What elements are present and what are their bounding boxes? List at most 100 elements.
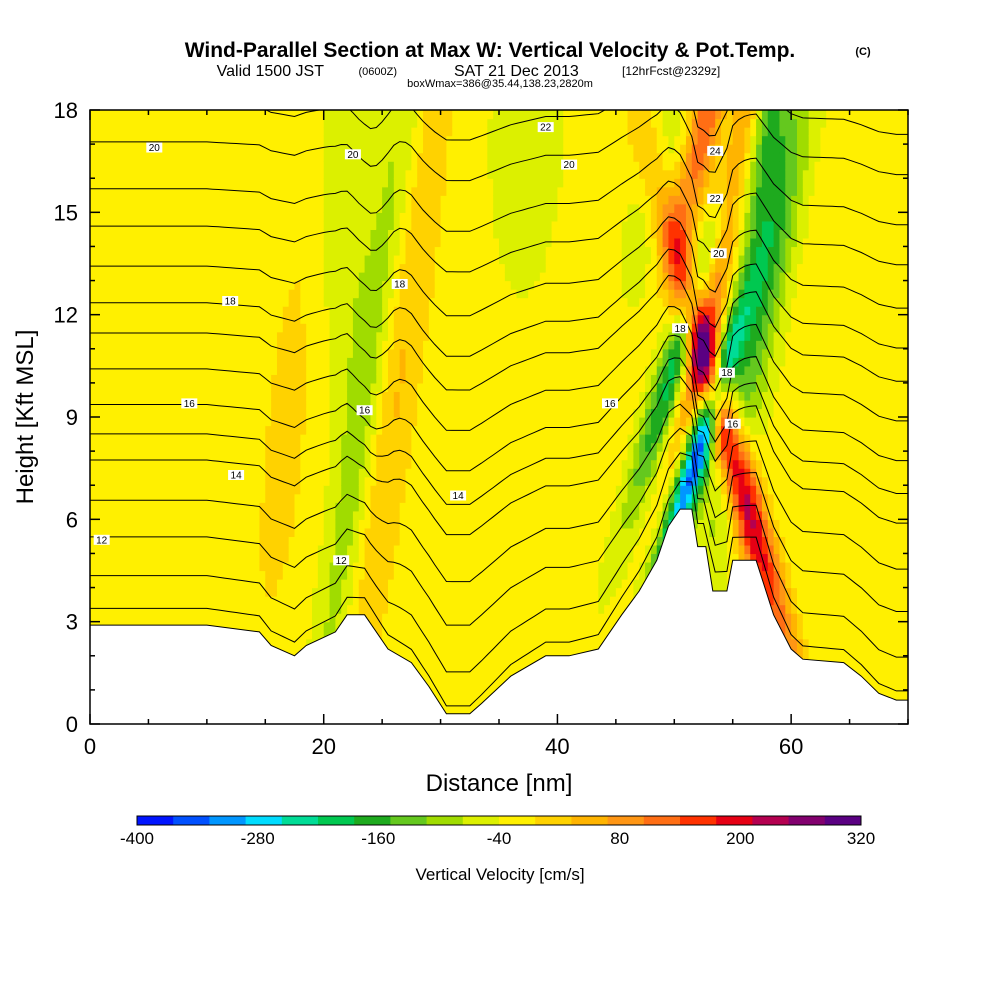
field-cell — [119, 561, 126, 572]
field-cell — [352, 340, 360, 350]
field-cell — [201, 323, 208, 333]
field-cell — [458, 186, 465, 196]
field-cell — [487, 331, 494, 341]
field-cell — [423, 110, 430, 120]
field-cell — [294, 553, 301, 563]
field-cell — [218, 144, 225, 154]
field-cell — [446, 118, 453, 128]
field-cell — [201, 186, 208, 196]
field-cell — [107, 323, 114, 333]
field-cell — [417, 579, 424, 589]
field-cell — [259, 425, 266, 435]
field-cell — [323, 442, 331, 452]
field-cell — [130, 340, 138, 350]
field-cell — [300, 263, 307, 273]
field-cell — [259, 144, 266, 154]
field-cell — [136, 314, 144, 324]
field-cell — [171, 178, 179, 188]
field-cell — [130, 169, 138, 179]
field-cell — [276, 544, 284, 555]
field-cell — [423, 272, 430, 282]
field-cell — [241, 468, 249, 478]
field-cell — [206, 127, 214, 137]
field-cell — [171, 118, 179, 128]
field-cell — [306, 519, 313, 529]
field-cell — [434, 186, 442, 196]
field-cell — [329, 246, 336, 256]
field-cell — [341, 425, 348, 435]
field-cell — [276, 357, 284, 367]
field-cell — [376, 331, 383, 341]
field-cell — [189, 323, 196, 333]
field-cell — [130, 254, 138, 265]
field-cell — [329, 374, 336, 384]
field-cell — [423, 306, 430, 316]
field-cell — [434, 664, 442, 674]
field-cell — [347, 127, 354, 137]
field-cell — [125, 203, 132, 213]
field-cell — [312, 451, 319, 461]
field-cell — [282, 203, 290, 213]
field-cell — [382, 374, 389, 384]
field-cell — [329, 553, 336, 563]
field-cell — [423, 630, 430, 640]
field-cell — [300, 544, 307, 555]
field-cell — [230, 425, 237, 435]
field-cell — [154, 485, 161, 495]
field-cell — [224, 468, 231, 478]
field-cell — [452, 357, 459, 367]
field-cell — [271, 340, 278, 350]
field-cell — [405, 417, 412, 427]
field-cell — [90, 502, 97, 512]
field-cell — [428, 596, 436, 606]
field-cell — [335, 621, 342, 631]
field-cell — [463, 254, 471, 265]
field-cell — [107, 237, 114, 248]
field-cell — [411, 246, 418, 256]
field-cell — [189, 237, 196, 248]
field-cell — [125, 152, 132, 162]
field-cell — [271, 630, 278, 640]
field-cell — [177, 272, 185, 282]
field-cell — [107, 118, 114, 128]
field-cell — [417, 297, 424, 307]
field-cell — [440, 237, 448, 248]
field-cell — [352, 314, 360, 324]
field-cell — [130, 485, 138, 495]
field-cell — [113, 391, 120, 401]
field-cell — [458, 621, 465, 631]
field-cell — [329, 152, 336, 162]
field-cell — [107, 127, 114, 137]
field-cell — [224, 289, 231, 299]
field-cell — [224, 604, 231, 614]
field-cell — [405, 323, 412, 333]
field-cell — [95, 459, 103, 469]
field-cell — [276, 195, 284, 205]
field-cell — [136, 144, 144, 154]
field-cell — [142, 519, 150, 529]
field-cell — [440, 698, 448, 708]
field-cell — [370, 289, 377, 299]
field-cell — [393, 203, 401, 213]
field-cell — [142, 237, 150, 248]
field-cell — [411, 519, 418, 529]
field-cell — [195, 502, 202, 512]
field-cell — [399, 382, 407, 393]
field-cell — [347, 544, 354, 555]
field-cell — [428, 451, 436, 461]
field-cell — [341, 544, 348, 555]
field-cell — [183, 340, 190, 350]
field-cell — [481, 178, 488, 188]
field-cell — [423, 647, 430, 657]
field-cell — [183, 519, 190, 529]
field-cell — [165, 306, 173, 316]
field-cell — [329, 570, 336, 580]
field-cell — [107, 254, 114, 265]
field-cell — [475, 127, 483, 137]
field-cell — [370, 502, 377, 512]
field-cell — [329, 272, 336, 282]
field-cell — [183, 561, 190, 572]
field-cell — [125, 323, 132, 333]
field-cell — [177, 596, 185, 606]
field-cell — [306, 186, 313, 196]
